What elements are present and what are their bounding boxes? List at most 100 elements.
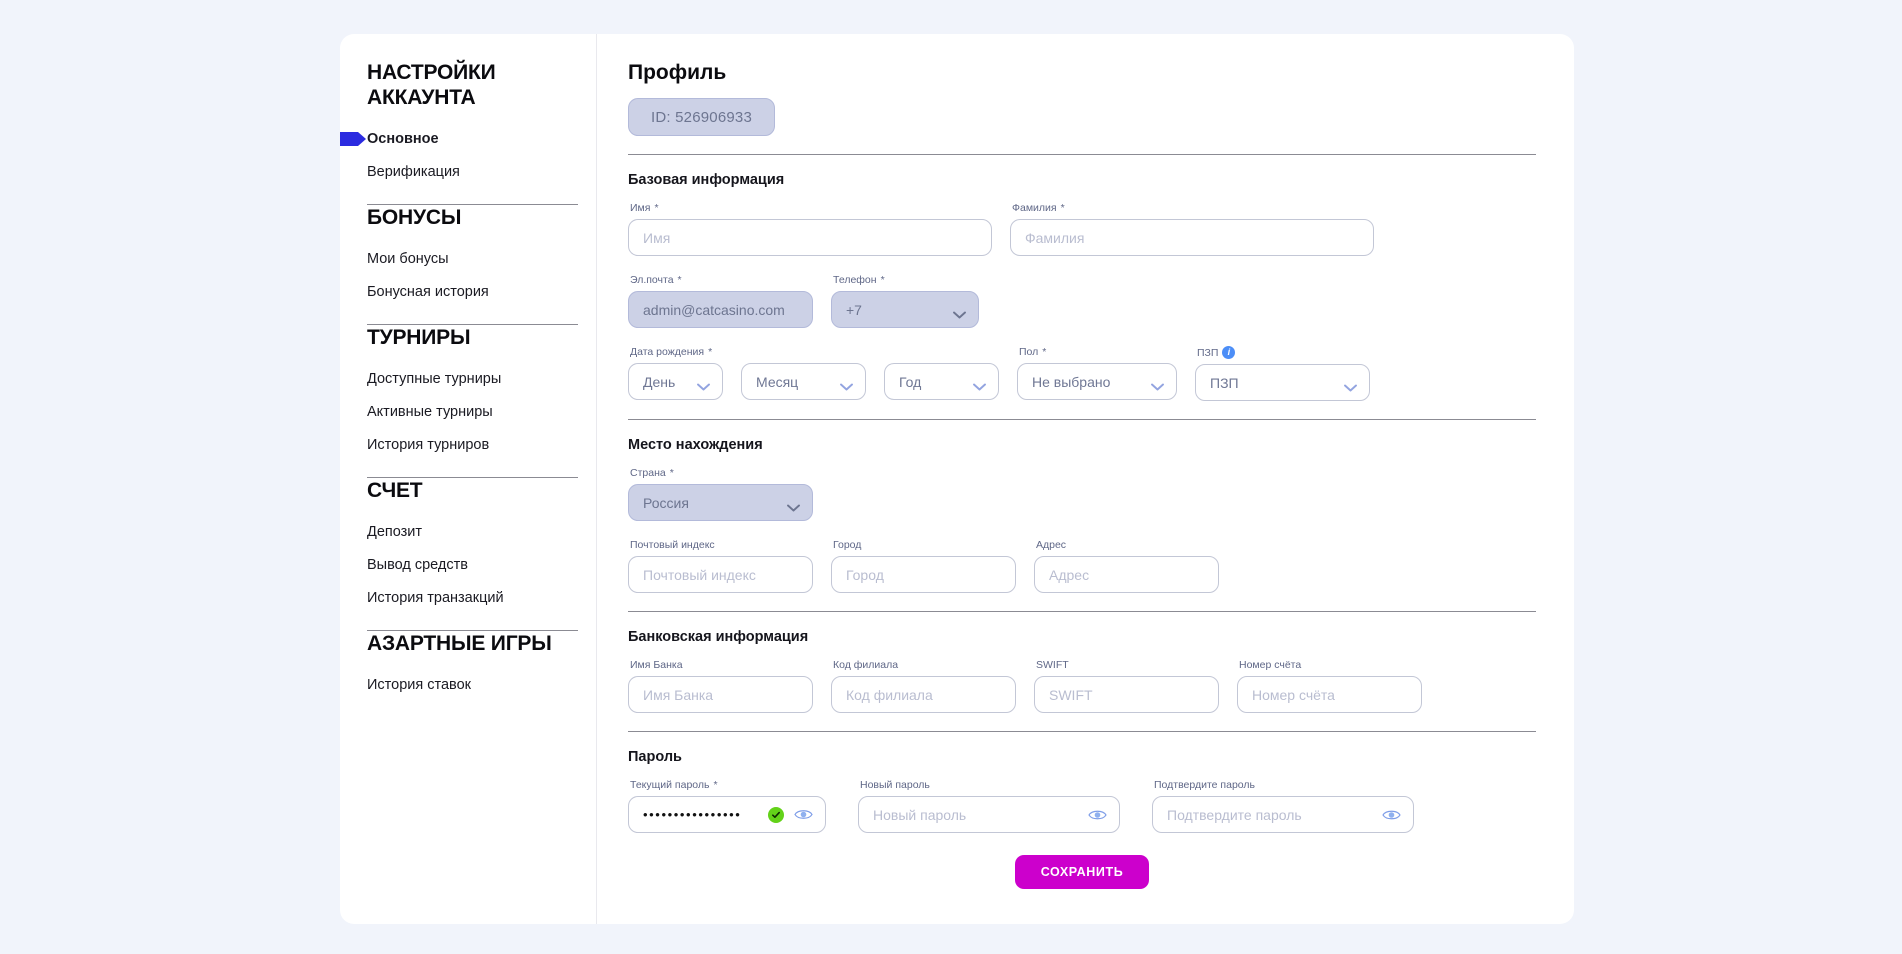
bank-name-label: Имя Банка [630,659,683,671]
dob-month-value: Месяц [756,373,799,390]
field-swift: SWIFT SWIFT [1034,659,1219,713]
toggle-password-visibility-icon[interactable] [794,808,813,821]
toggle-password-visibility-icon[interactable] [1382,808,1401,821]
profile-form: Профиль ID: 526906933 Базовая информация… [596,34,1574,924]
current-password-label: Текущий пароль * [630,779,718,791]
pzp-select[interactable]: ПЗП [1195,364,1370,401]
city-input[interactable]: Город [831,556,1016,593]
sidebar-item-label: История транзакций [367,590,504,606]
field-confirm-password: Подтвердите пароль Подтвердите пароль [1152,779,1414,833]
phone-label: Телефон * [833,274,885,286]
current-password-value: •••••••••••••••• [643,807,742,822]
row-bank: Имя Банка Имя Банка Код филиала Код фили… [628,659,1536,713]
sidebar-item-label: Основное [367,131,439,147]
sidebar-item-aktivnye-turniry[interactable]: Активные турниры [367,397,578,427]
city-label: Город [833,539,862,551]
row-dob-gender: Дата рождения * День Месяц [628,346,1536,401]
country-label: Страна * [630,467,674,479]
new-password-input[interactable]: Новый пароль [858,796,1120,833]
account-number-input[interactable]: Номер счёта [1237,676,1422,713]
field-dob-year: Год [884,346,999,401]
sidebar-item-moi-bonusy[interactable]: Мои бонусы [367,244,578,274]
branch-code-label: Код филиала [833,659,899,671]
address-input[interactable]: Адрес [1034,556,1219,593]
field-current-password: Текущий пароль * •••••••••••••••• [628,779,826,833]
postal-code-label: Почтовый индекс [630,539,715,551]
info-icon[interactable]: i [1222,346,1236,359]
sidebar-item-depozit[interactable]: Депозит [367,517,578,547]
dob-day-value: День [643,373,676,390]
save-button[interactable]: Сохранить [1014,855,1150,889]
sidebar-group-title: НАСТРОЙКИ АККАУНТА [367,61,496,109]
field-postal-code: Почтовый индекс Почтовый индекс [628,539,813,593]
last-name-input[interactable]: Фамилия [1010,219,1374,256]
row-address: Почтовый индекс Почтовый индекс Город Го… [628,539,1536,593]
sidebar-divider [367,630,578,631]
sidebar-item-osnovnoe[interactable]: Основное [340,124,578,154]
bank-name-input[interactable]: Имя Банка [628,676,813,713]
field-address: Адрес Адрес [1034,539,1219,593]
gender-label: Пол * [1019,346,1047,358]
save-button-wrap: Сохранить [628,855,1536,889]
swift-input[interactable]: SWIFT [1034,676,1219,713]
branch-code-input[interactable]: Код филиала [831,676,1016,713]
sidebar-group-title: БОНУСЫ [367,206,462,229]
sidebar-item-dostupnye-turniry[interactable]: Доступные турниры [367,364,578,394]
field-phone: Телефон * +7 [831,274,979,328]
sidebar-group-title: АЗАРТНЫЕ ИГРЫ [367,632,552,655]
email-label: Эл.почта * [630,274,682,286]
sidebar-item-label: Мои бонусы [367,251,449,267]
postal-code-input[interactable]: Почтовый индекс [628,556,813,593]
field-first-name: Имя * Имя [628,202,992,256]
dob-day-select[interactable]: День [628,363,723,400]
sidebar-group-account: НАСТРОЙКИ АККАУНТА Основное Верификация [340,60,578,204]
valid-check-icon [768,806,784,823]
dob-year-select[interactable]: Год [884,363,999,400]
sidebar-item-verifikatsiya[interactable]: Верификация [367,157,578,187]
field-dob-day: Дата рождения * День [628,346,723,401]
dob-month-label [743,346,866,358]
sidebar-divider [367,324,578,325]
sidebar-group-account-balance: СЧЕТ Депозит Вывод средств История транз… [367,478,578,630]
sidebar-item-istoriya-tranzaktsiy[interactable]: История транзакций [367,583,578,613]
account-number-label: Номер счёта [1239,659,1302,671]
dob-year-value: Год [899,373,922,390]
new-password-label: Новый пароль [860,779,930,791]
chevron-down-icon [840,378,853,390]
section-divider [628,154,1536,155]
sidebar-item-label: Доступные турниры [367,371,502,387]
sidebar-item-bonusnaya-istoriya[interactable]: Бонусная история [367,277,578,307]
section-title-basic-info: Базовая информация [628,172,785,188]
dob-label: Дата рождения * [630,346,713,358]
active-arrow-icon [340,132,366,146]
row-password: Текущий пароль * •••••••••••••••• [628,779,1536,833]
confirm-password-label: Подтвердите пароль [1154,779,1256,791]
swift-label: SWIFT [1036,659,1069,671]
email-input: admin@catcasino.com [628,291,813,328]
new-password-placeholder: Новый пароль [873,806,967,823]
confirm-password-input[interactable]: Подтвердите пароль [1152,796,1414,833]
toggle-password-visibility-icon[interactable] [1088,808,1107,821]
section-divider [628,611,1536,612]
sidebar-divider [367,204,578,205]
chevron-down-icon [787,499,800,511]
sidebar-item-label: Активные турниры [367,404,493,420]
current-password-input[interactable]: •••••••••••••••• [628,796,826,833]
first-name-input[interactable]: Имя [628,219,992,256]
gender-value: Не выбрано [1032,373,1111,390]
sidebar-item-label: Вывод средств [367,557,468,573]
section-title-bank-info: Банковская информация [628,629,809,645]
sidebar-item-label: Верификация [367,164,460,180]
gender-select[interactable]: Не выбрано [1017,363,1177,400]
dob-month-select[interactable]: Месяц [741,363,866,400]
sidebar-item-vyvod-sredstv[interactable]: Вывод средств [367,550,578,580]
chevron-down-icon [1151,378,1164,390]
sidebar-divider [367,477,578,478]
field-last-name: Фамилия * Фамилия [1010,202,1374,256]
sidebar-item-label: Бонусная история [367,284,489,300]
last-name-label: Фамилия * [1012,202,1065,214]
sidebar-item-istoriya-turnirov[interactable]: История турниров [367,430,578,460]
sidebar-item-istoriya-stavok[interactable]: История ставок [367,670,578,700]
first-name-label: Имя * [630,202,659,214]
field-country: Страна * Россия [628,467,813,521]
